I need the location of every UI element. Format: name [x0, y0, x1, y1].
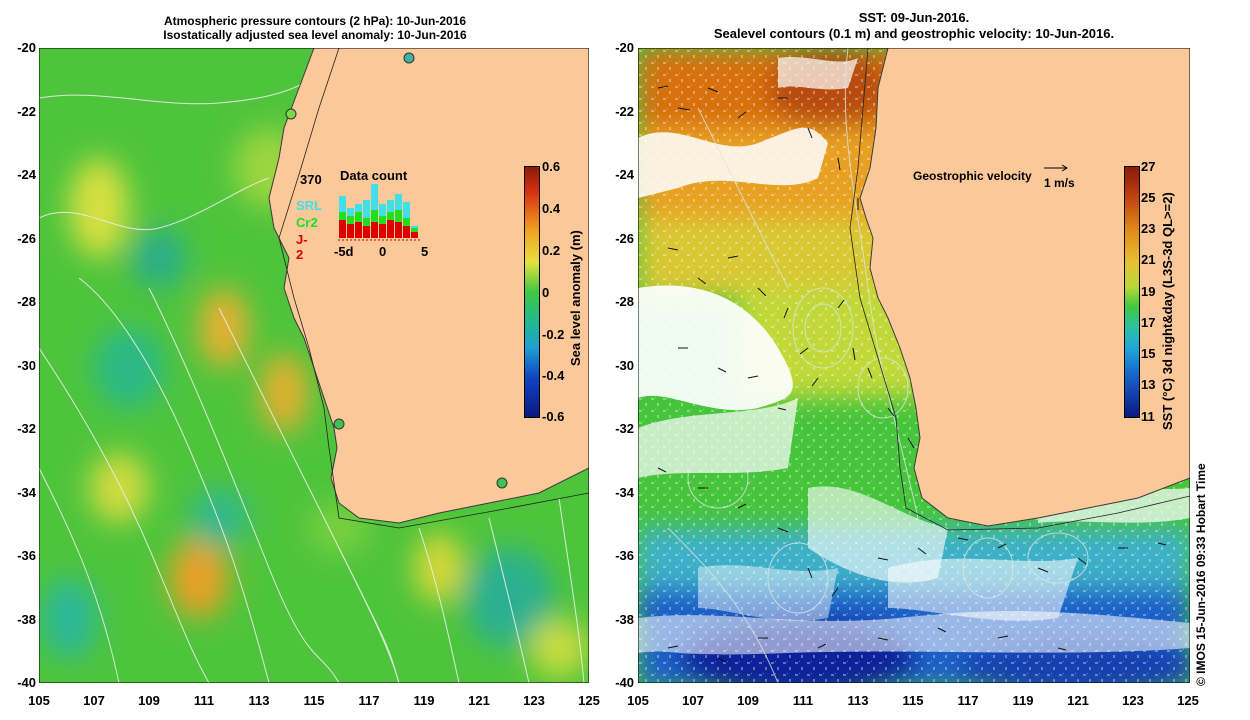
sst-colorbar-tick: 17	[1141, 315, 1156, 330]
altimeter-marker	[333, 418, 345, 430]
y-tick-left: -20	[17, 40, 36, 55]
sst-map	[638, 48, 1190, 683]
sla-colorbar-tick: 0.2	[542, 243, 561, 258]
right-title-line1: SST: 09-Jun-2016.	[858, 10, 970, 25]
x-tick-left: 121	[468, 693, 490, 708]
left-title: Atmospheric pressure contours (2 hPa): 1…	[40, 14, 590, 42]
y-tick-left: -26	[17, 231, 36, 246]
legend-cr2: Cr2	[296, 215, 318, 230]
x-tick-right: 107	[682, 693, 704, 708]
x-tick-right: 113	[847, 693, 869, 708]
sla-colorbar	[524, 166, 540, 418]
sla-colorbar-tick: 0.6	[542, 159, 561, 174]
shelf-contour	[278, 48, 589, 529]
y-tick-right: -26	[615, 231, 634, 246]
y-tick-left: -22	[17, 104, 36, 119]
left-title-line2: Isostatically adjusted sea level anomaly…	[163, 28, 467, 42]
y-tick-right: -40	[615, 675, 634, 690]
y-tick-right: -22	[615, 104, 634, 119]
sla-map	[39, 48, 589, 683]
y-tick-right: -30	[615, 358, 634, 373]
y-tick-right: -34	[615, 485, 634, 500]
pressure-contours	[39, 67, 585, 683]
sst-colorbar-tick: 11	[1141, 409, 1155, 424]
y-tick-right: -38	[615, 612, 634, 627]
geostrophic-velocity-arrows	[657, 85, 1167, 663]
imos-credit: © IMOS 15-Jun-2016 09:33 Hobart Time	[1194, 463, 1208, 686]
sla-colorbar-tick: 0	[542, 285, 550, 300]
x-tick-left: 109	[138, 693, 160, 708]
sealevel-contours	[667, 48, 1089, 683]
histogram-bars	[339, 184, 418, 238]
y-tick-right: -20	[615, 40, 634, 55]
x-tick-left: 107	[83, 693, 105, 708]
sla-colorbar-tick: -0.2	[542, 327, 565, 342]
x-tick-left: 115	[303, 693, 325, 708]
x-tick-left: 111	[193, 693, 215, 708]
x-tick-left: 105	[28, 693, 50, 708]
altimeter-marker	[403, 52, 415, 64]
sla-colorbar-tick: -0.4	[542, 368, 565, 383]
inset-xtick: -5d	[334, 244, 354, 259]
x-tick-left: 117	[358, 693, 380, 708]
sla-colorbar-tick: -0.6	[542, 409, 565, 424]
sst-colorbar-label: SST (°C) 3d night&day (L3S-3d QL>=2)	[1160, 192, 1175, 430]
australia-land	[268, 48, 589, 524]
shelf-contour	[849, 48, 1190, 531]
y-tick-left: -28	[17, 294, 36, 309]
sst-colorbar-tick: 27	[1141, 159, 1156, 174]
right-title: SST: 09-Jun-2016. Sealevel contours (0.1…	[638, 10, 1190, 42]
y-tick-right: -36	[615, 548, 634, 563]
data-count-title: Data count	[340, 168, 408, 183]
y-tick-right: -28	[615, 294, 634, 309]
velocity-label: Geostrophic velocity	[913, 169, 1032, 183]
y-tick-left: -36	[17, 548, 36, 563]
sst-colorbar-tick: 25	[1141, 190, 1156, 205]
sla-colorbar-tick: 0.4	[542, 201, 561, 216]
altimeter-marker	[496, 477, 508, 489]
y-tick-left: -24	[17, 167, 36, 182]
y-tick-right: -32	[615, 421, 634, 436]
sst-colorbar-tick: 13	[1141, 377, 1156, 392]
velocity-scale: 1 m/s	[1044, 176, 1075, 190]
y-tick-left: -32	[17, 421, 36, 436]
left-title-line1: Atmospheric pressure contours (2 hPa): 1…	[163, 14, 467, 28]
data-count-histogram	[338, 184, 420, 241]
australia-land	[859, 48, 1190, 527]
velocity-scale-arrow	[1044, 164, 1068, 172]
right-title-line2: Sealevel contours (0.1 m) and geostrophi…	[713, 26, 1115, 41]
x-tick-left: 113	[248, 693, 270, 708]
x-tick-right: 117	[957, 693, 979, 708]
sst-colorbar-tick: 21	[1141, 252, 1156, 267]
x-tick-left: 119	[413, 693, 435, 708]
y-tick-left: -30	[17, 358, 36, 373]
x-tick-left: 123	[523, 693, 545, 708]
legend-j2: J-2	[296, 232, 308, 262]
x-tick-right: 109	[737, 693, 759, 708]
x-tick-right: 121	[1067, 693, 1089, 708]
y-tick-right: -24	[615, 167, 634, 182]
sla-colorbar-label: Sea level anomaly (m)	[568, 230, 583, 366]
y-tick-left: -40	[17, 675, 36, 690]
data-count-total: 370	[300, 172, 322, 187]
sst-colorbar-tick: 23	[1141, 221, 1156, 236]
legend-srl: SRL	[296, 198, 322, 213]
x-tick-right: 115	[902, 693, 924, 708]
sst-colorbar-tick: 19	[1141, 284, 1156, 299]
x-tick-right: 123	[1122, 693, 1144, 708]
x-tick-left: 125	[578, 693, 600, 708]
altimeter-marker	[285, 108, 297, 120]
x-tick-right: 111	[792, 693, 814, 708]
x-tick-right: 105	[627, 693, 649, 708]
sst-colorbar-tick: 15	[1141, 346, 1156, 361]
inset-xtick: 0	[379, 244, 387, 259]
x-tick-right: 119	[1012, 693, 1034, 708]
x-tick-right: 125	[1177, 693, 1199, 708]
sst-colorbar	[1124, 166, 1140, 418]
y-tick-left: -34	[17, 485, 36, 500]
inset-xtick: 5	[421, 244, 429, 259]
y-tick-left: -38	[17, 612, 36, 627]
